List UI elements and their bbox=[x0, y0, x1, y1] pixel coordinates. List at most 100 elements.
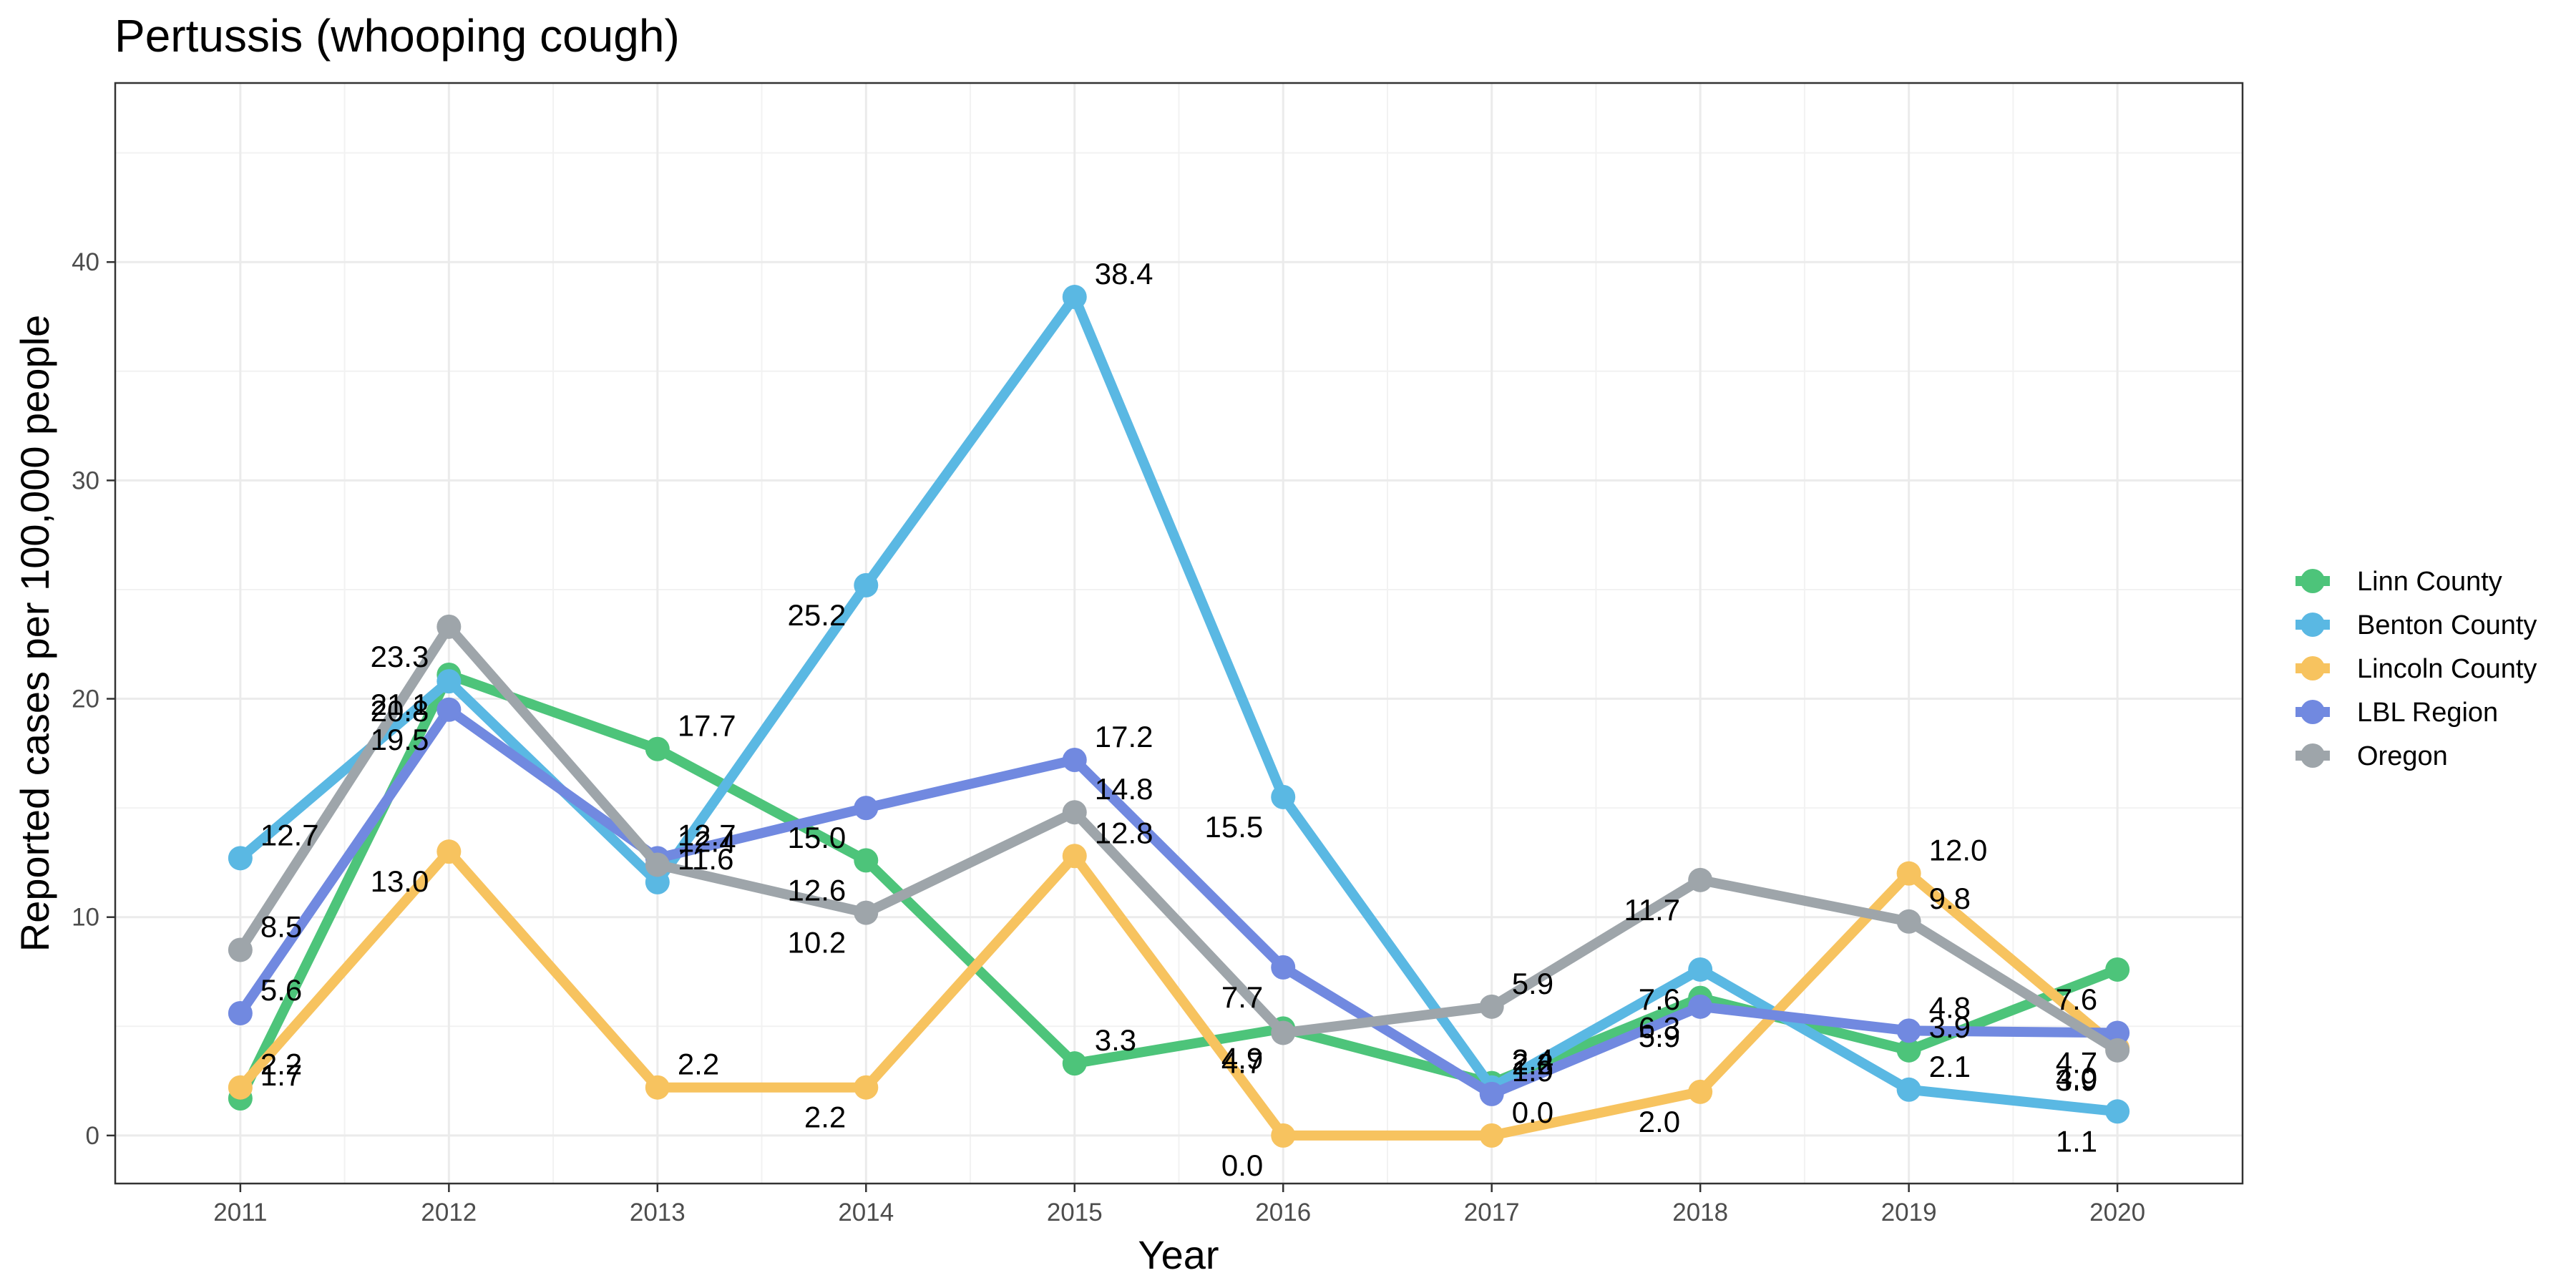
data-point-oregon bbox=[1688, 867, 1713, 892]
x-tick-label: 2018 bbox=[1672, 1199, 1728, 1226]
data-point-lincoln-county bbox=[1896, 861, 1921, 886]
data-point-linn-county bbox=[854, 848, 879, 873]
data-label-oregon: 12.4 bbox=[678, 824, 736, 858]
x-axis-title: Year bbox=[1138, 1232, 1219, 1277]
x-tick-label: 2011 bbox=[213, 1199, 267, 1226]
data-point-benton-county bbox=[1688, 957, 1713, 982]
series-line-lincoln-county bbox=[235, 847, 2123, 1141]
x-tick-label: 2014 bbox=[838, 1199, 894, 1226]
legend-key-point bbox=[2301, 700, 2325, 724]
legend-key-point bbox=[2301, 656, 2325, 680]
legend-label: LBL Region bbox=[2357, 698, 2498, 728]
data-label-linn-county: 2.4 bbox=[1512, 1043, 1553, 1077]
data-point-lbl-region bbox=[854, 796, 879, 821]
data-label-lincoln-county: 0.0 bbox=[1512, 1096, 1553, 1129]
x-tick-label: 2013 bbox=[630, 1199, 686, 1226]
data-label-linn-county: 7.6 bbox=[2056, 982, 2097, 1016]
data-point-lbl-region bbox=[1479, 1081, 1504, 1106]
y-tick-label: 30 bbox=[72, 467, 99, 494]
data-label-benton-county: 11.6 bbox=[678, 842, 734, 876]
data-point-benton-county bbox=[1271, 784, 1296, 809]
y-axis-title: Reported cases per 100,000 people bbox=[12, 315, 57, 952]
legend-key-point bbox=[2301, 613, 2325, 637]
data-label-linn-county: 4.9 bbox=[1221, 1041, 1263, 1075]
data-label-linn-county: 3.3 bbox=[1095, 1023, 1136, 1057]
data-point-oregon bbox=[1479, 994, 1504, 1019]
data-label-oregon: 23.3 bbox=[371, 640, 429, 673]
data-label-lbl-region: 17.2 bbox=[1095, 720, 1153, 753]
data-point-benton-county bbox=[645, 869, 670, 894]
data-label-linn-county: 6.3 bbox=[1639, 1011, 1680, 1045]
data-point-oregon bbox=[1062, 800, 1087, 825]
x-tick-label: 2019 bbox=[1881, 1199, 1937, 1226]
plot-border bbox=[114, 82, 2244, 1185]
data-label-linn-county: 21.1 bbox=[371, 688, 429, 721]
legend-label: Benton County bbox=[2357, 610, 2537, 640]
x-tick-label: 2016 bbox=[1255, 1199, 1311, 1226]
legend-item-lincoln-county: Lincoln County bbox=[2296, 654, 2537, 684]
legend-label: Oregon bbox=[2357, 741, 2448, 771]
data-point-linn-county bbox=[1896, 1038, 1921, 1063]
data-label-lincoln-county: 13.0 bbox=[371, 864, 429, 898]
data-point-oregon bbox=[854, 900, 879, 925]
x-tick-label: 2015 bbox=[1047, 1199, 1103, 1226]
data-label-lbl-region: 4.8 bbox=[1929, 990, 1971, 1024]
axes: 0 10 20 30 40 2011 2012 2013 2014 2015 2016 2017 201… bbox=[72, 248, 2145, 1226]
legend-label: Linn County bbox=[2357, 567, 2502, 597]
data-point-lbl-region bbox=[1896, 1018, 1921, 1043]
data-label-linn-county: 12.6 bbox=[788, 873, 847, 907]
data-point-benton-county bbox=[436, 669, 462, 694]
data-point-linn-county bbox=[1062, 1051, 1087, 1076]
data-point-linn-county bbox=[645, 736, 670, 761]
x-tick-label: 2017 bbox=[1464, 1199, 1520, 1226]
data-label-benton-county: 25.2 bbox=[788, 598, 847, 632]
data-label-linn-county: 17.7 bbox=[678, 709, 736, 743]
data-label-lincoln-county: 2.2 bbox=[678, 1048, 719, 1081]
x-tick-label: 2020 bbox=[2089, 1199, 2145, 1226]
data-label-lincoln-county: 12.0 bbox=[1929, 834, 1988, 867]
y-tick-label: 20 bbox=[72, 686, 99, 713]
x-tick-label: 2012 bbox=[421, 1199, 477, 1226]
data-point-oregon bbox=[1896, 909, 1921, 934]
data-label-oregon: 9.8 bbox=[1929, 882, 1971, 915]
y-tick-label: 10 bbox=[72, 904, 99, 932]
data-label-lbl-region: 15.0 bbox=[788, 821, 847, 854]
data-label-lbl-region: 7.7 bbox=[1221, 980, 1263, 1014]
data-label-oregon: 8.5 bbox=[260, 909, 302, 943]
data-label-oregon: 14.8 bbox=[1095, 772, 1153, 806]
y-tick-label: 40 bbox=[72, 248, 99, 276]
legend-key-point bbox=[2301, 569, 2325, 593]
data-label-linn-county: 3.9 bbox=[1929, 1010, 1971, 1044]
data-label-lbl-region: 5.9 bbox=[1639, 1020, 1680, 1053]
chart-title: Pertussis (whooping cough) bbox=[114, 10, 680, 62]
data-label-lincoln-county: 12.8 bbox=[1095, 816, 1153, 849]
data-point-lincoln-county bbox=[1688, 1079, 1713, 1104]
data-point-lincoln-county bbox=[645, 1075, 670, 1100]
data-label-lbl-region: 4.7 bbox=[2056, 1045, 2097, 1079]
legend-item-benton-county: Benton County bbox=[2296, 610, 2537, 640]
data-label-oregon: 4.7 bbox=[1221, 1045, 1263, 1079]
data-label-lbl-region: 1.9 bbox=[1512, 1054, 1553, 1088]
legend-item-lbl-region: LBL Region bbox=[2296, 698, 2498, 728]
data-point-linn-county bbox=[2105, 957, 2130, 982]
data-label-benton-county: 12.7 bbox=[260, 818, 319, 852]
legend-label: Lincoln County bbox=[2357, 654, 2537, 684]
data-label-oregon: 10.2 bbox=[788, 926, 847, 960]
data-label-benton-county: 2.1 bbox=[1929, 1050, 1971, 1083]
data-point-benton-county bbox=[854, 572, 879, 597]
data-label-lincoln-county: 4.0 bbox=[2056, 1061, 2097, 1095]
data-point-lincoln-county bbox=[228, 1075, 253, 1100]
data-point-lbl-region bbox=[2105, 1020, 2130, 1045]
series-line-lbl-region bbox=[235, 704, 2123, 1099]
data-point-benton-county bbox=[1896, 1077, 1921, 1102]
data-label-lbl-region: 5.6 bbox=[260, 973, 302, 1007]
data-point-oregon bbox=[2105, 1038, 2130, 1063]
legend: Linn County Benton County Lincoln County LB… bbox=[2296, 567, 2537, 771]
data-label-benton-county: 2.2 bbox=[1512, 1048, 1553, 1081]
data-label-linn-county: 1.7 bbox=[260, 1058, 302, 1092]
data-label-lbl-region: 12.7 bbox=[678, 818, 736, 852]
legend-item-oregon: Oregon bbox=[2296, 741, 2448, 771]
data-label-benton-county: 38.4 bbox=[1095, 257, 1153, 291]
data-label-oregon: 11.7 bbox=[1624, 893, 1681, 927]
